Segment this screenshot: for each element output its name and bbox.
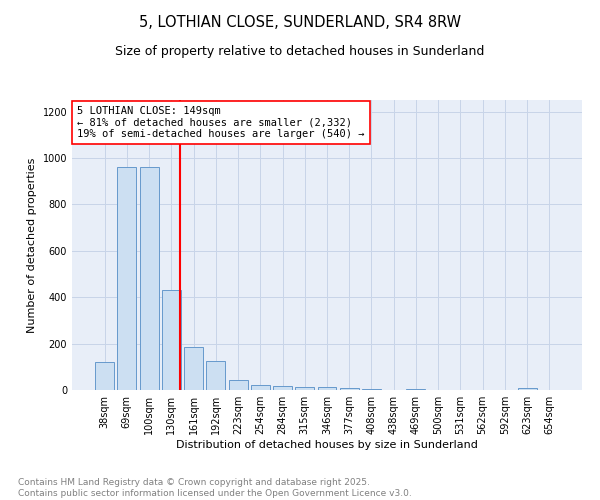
Y-axis label: Number of detached properties: Number of detached properties	[27, 158, 37, 332]
Bar	[229, 380, 248, 390]
Text: Size of property relative to detached houses in Sunderland: Size of property relative to detached ho…	[115, 45, 485, 58]
Bar	[362, 389, 381, 390]
Bar	[518, 388, 536, 390]
Bar	[206, 361, 225, 390]
Text: 5, LOTHIAN CLOSE, SUNDERLAND, SR4 8RW: 5, LOTHIAN CLOSE, SUNDERLAND, SR4 8RW	[139, 15, 461, 30]
Bar	[95, 362, 114, 390]
Bar	[118, 168, 136, 390]
Bar	[317, 386, 337, 390]
Bar	[273, 386, 292, 390]
Bar	[184, 347, 203, 390]
Bar	[406, 389, 425, 390]
X-axis label: Distribution of detached houses by size in Sunderland: Distribution of detached houses by size …	[176, 440, 478, 450]
Bar	[295, 386, 314, 390]
Text: 5 LOTHIAN CLOSE: 149sqm
← 81% of detached houses are smaller (2,332)
19% of semi: 5 LOTHIAN CLOSE: 149sqm ← 81% of detache…	[77, 106, 365, 139]
Bar	[340, 388, 359, 390]
Text: Contains HM Land Registry data © Crown copyright and database right 2025.
Contai: Contains HM Land Registry data © Crown c…	[18, 478, 412, 498]
Bar	[140, 168, 158, 390]
Bar	[162, 290, 181, 390]
Bar	[251, 386, 270, 390]
